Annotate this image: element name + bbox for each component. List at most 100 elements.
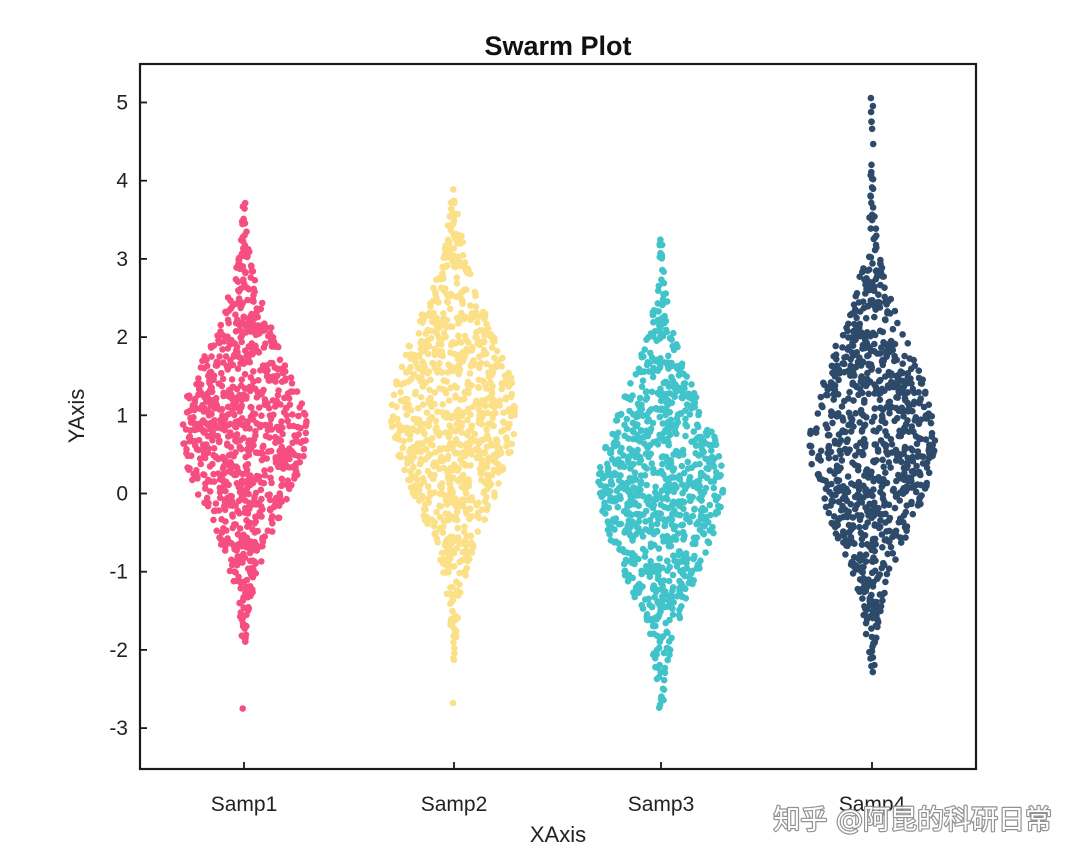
swarm-point-samp4 xyxy=(860,412,867,419)
swarm-point-samp4 xyxy=(913,462,920,470)
swarm-point-samp1 xyxy=(238,218,246,225)
swarm-point-samp4 xyxy=(922,415,930,422)
swarm-point-samp4 xyxy=(849,514,857,521)
swarm-point-samp3 xyxy=(650,319,657,326)
swarm-point-samp1 xyxy=(222,543,229,550)
swarm-point-samp3 xyxy=(625,571,633,579)
swarm-point-samp4 xyxy=(832,454,839,462)
swarm-point-samp3 xyxy=(693,520,700,528)
swarm-point-samp2 xyxy=(422,312,429,319)
swarm-point-samp4 xyxy=(903,502,911,509)
swarm-point-samp4 xyxy=(915,468,923,476)
swarm-point-samp2 xyxy=(464,416,471,424)
swarm-point-samp2 xyxy=(395,436,403,443)
swarm-point-samp1 xyxy=(282,461,289,468)
swarm-point-samp3 xyxy=(711,492,718,500)
swarm-point-samp2 xyxy=(498,428,505,435)
swarm-point-samp1 xyxy=(223,362,231,370)
swarm-point-samp3 xyxy=(679,498,686,505)
swarm-point-samp3 xyxy=(650,650,658,657)
swarm-point-samp1 xyxy=(206,377,213,385)
swarm-point-samp1 xyxy=(216,437,223,444)
swarm-point-samp2 xyxy=(450,563,458,570)
swarm-point-samp3 xyxy=(647,630,654,638)
swarm-point-samp1 xyxy=(297,424,304,432)
swarm-point-samp2 xyxy=(454,524,462,532)
swarm-point-samp1 xyxy=(269,520,276,527)
swarm-point-samp2 xyxy=(506,420,513,428)
swarm-point-samp3 xyxy=(711,433,718,441)
swarm-point-samp2 xyxy=(457,351,465,358)
swarm-point-samp1 xyxy=(233,432,240,439)
swarm-point-samp1 xyxy=(264,448,272,455)
swarm-point-samp2 xyxy=(410,371,418,378)
swarm-point-samp3 xyxy=(702,429,710,436)
swarm-point-samp1 xyxy=(228,556,235,564)
swarm-point-samp2 xyxy=(483,432,491,439)
swarm-point-samp2 xyxy=(397,381,405,388)
swarm-point-samp3 xyxy=(672,483,679,490)
swarm-point-samp2 xyxy=(489,337,497,345)
swarm-point-samp1 xyxy=(196,455,204,462)
swarm-point-samp2 xyxy=(417,339,424,347)
watermark: 知乎 @阿昆的科研日常 xyxy=(773,805,1052,836)
swarm-point-samp2 xyxy=(405,378,412,385)
swarm-point-samp4 xyxy=(849,379,857,387)
swarm-point-samp2 xyxy=(436,482,444,490)
swarm-point-samp1 xyxy=(252,385,259,393)
swarm-point-samp2 xyxy=(455,332,462,340)
swarm-point-samp1 xyxy=(189,476,196,484)
swarm-point-samp2 xyxy=(452,514,459,521)
swarm-point-samp2 xyxy=(450,639,457,646)
swarm-point-samp1 xyxy=(264,491,272,499)
swarm-point-samp3 xyxy=(664,558,671,565)
swarm-point-samp2 xyxy=(417,393,425,401)
swarm-point-samp2 xyxy=(420,505,428,513)
swarm-point-samp3 xyxy=(668,336,675,343)
swarm-point-samp1 xyxy=(199,402,206,409)
swarm-point-samp2 xyxy=(449,488,456,495)
swarm-point-samp3 xyxy=(624,549,631,556)
swarm-point-samp4 xyxy=(838,457,846,464)
swarm-point-samp4 xyxy=(902,421,910,428)
swarm-point-samp4 xyxy=(886,538,893,545)
swarm-point-samp1 xyxy=(245,472,253,480)
swarm-point-samp4 xyxy=(867,347,875,355)
swarm-point-samp1 xyxy=(278,449,286,456)
swarm-point-samp3 xyxy=(608,480,615,488)
swarm-point-samp2 xyxy=(458,556,466,564)
swarm-point-samp3 xyxy=(609,430,616,438)
swarm-point-samp4 xyxy=(869,541,877,548)
swarm-point-samp1 xyxy=(204,394,212,402)
swarm-point-samp3 xyxy=(638,427,645,435)
swarm-point-samp4 xyxy=(897,368,905,375)
swarm-point-samp2 xyxy=(409,486,417,493)
swarm-point-samp3 xyxy=(695,411,702,419)
swarm-point-samp3 xyxy=(611,539,618,546)
swarm-point-samp2 xyxy=(486,482,494,489)
swarm-point-samp2 xyxy=(446,305,454,313)
swarm-point-samp3 xyxy=(678,386,686,394)
swarm-point-samp1 xyxy=(227,337,234,344)
swarm-point-samp3 xyxy=(707,478,715,485)
swarm-point-samp2 xyxy=(459,483,467,491)
swarm-point-samp4 xyxy=(879,495,887,502)
swarm-point-samp1 xyxy=(234,365,242,373)
swarm-point-samp1 xyxy=(244,419,251,427)
swarm-point-samp3 xyxy=(631,420,638,428)
swarm-point-samp3 xyxy=(718,462,725,470)
swarm-point-samp3 xyxy=(647,543,655,551)
swarm-point-samp1 xyxy=(206,488,214,495)
swarm-point-samp1 xyxy=(218,516,225,523)
swarm-point-samp1 xyxy=(277,497,284,504)
swarm-point-samp3 xyxy=(675,449,682,456)
swarm-point-samp1 xyxy=(240,604,247,611)
swarm-point-samp4 xyxy=(859,341,867,349)
swarm-point-samp2 xyxy=(430,309,437,317)
swarm-point-samp1 xyxy=(234,394,242,402)
swarm-point-samp2 xyxy=(478,506,486,513)
swarm-point-samp1 xyxy=(267,466,274,473)
swarm-point-samp2 xyxy=(505,449,512,456)
swarm-point-samp1 xyxy=(263,455,271,462)
swarm-point-samp2 xyxy=(438,369,446,376)
